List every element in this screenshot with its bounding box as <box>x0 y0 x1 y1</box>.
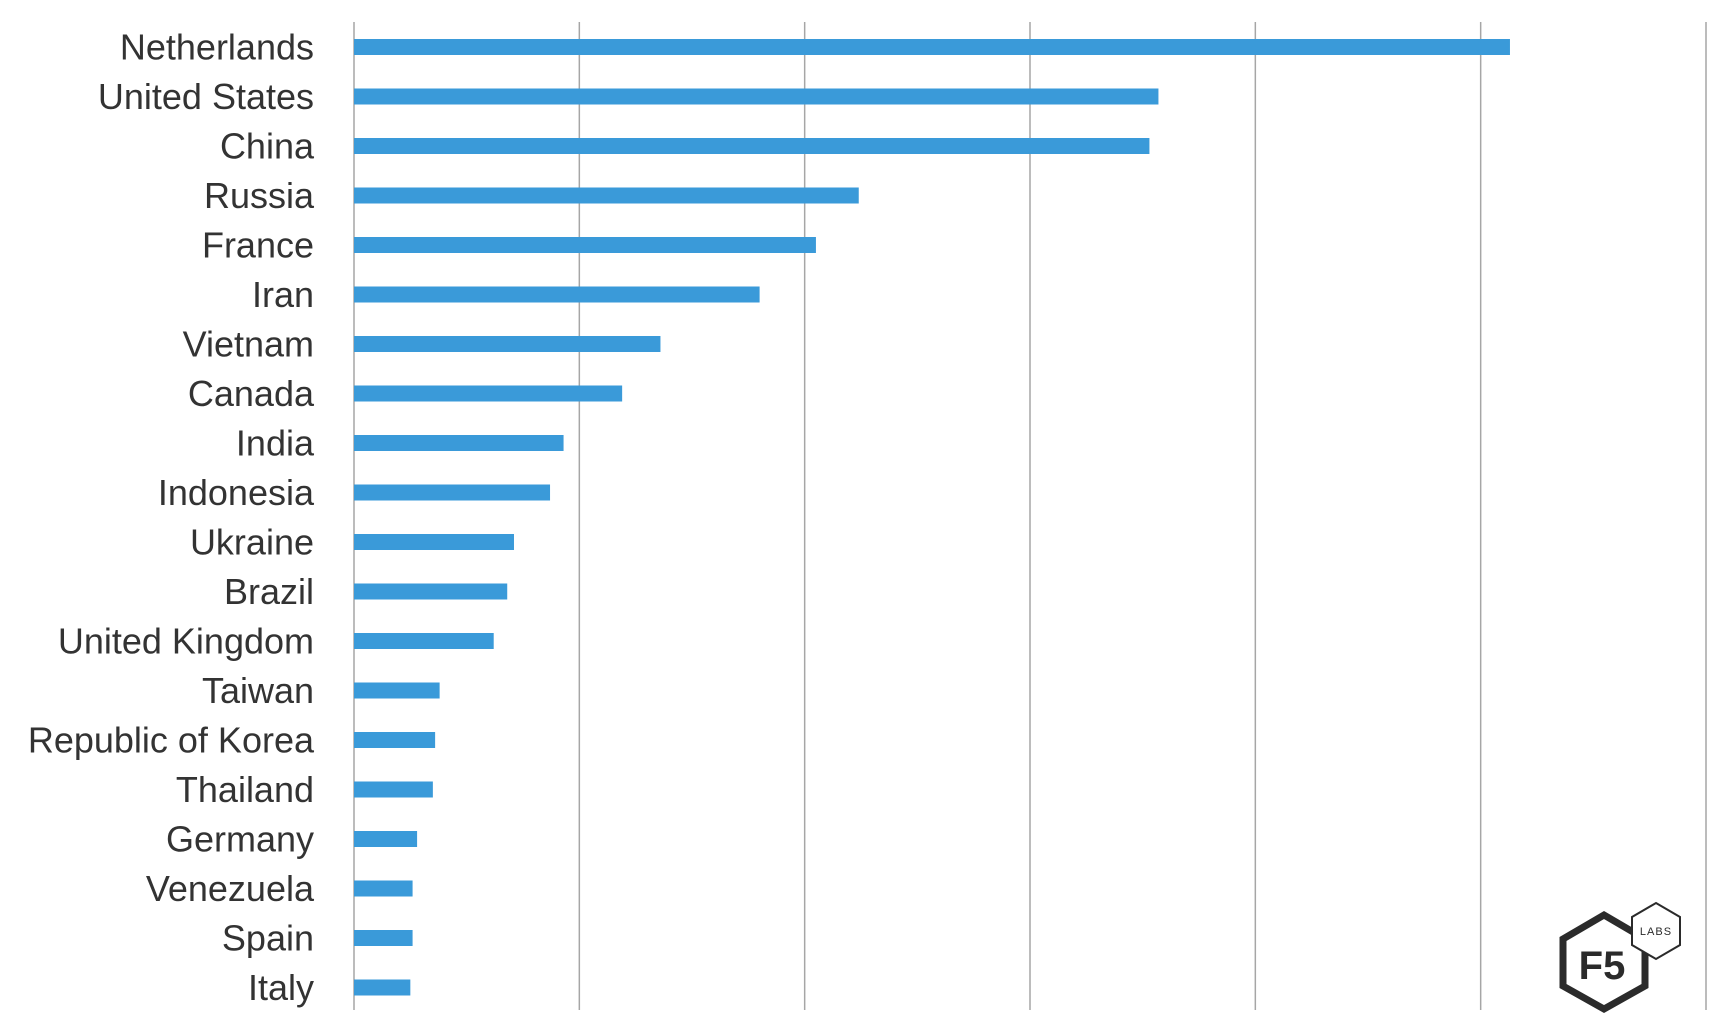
bar <box>354 88 1159 105</box>
category-label: Thailand <box>176 769 314 810</box>
bar <box>354 336 661 352</box>
category-label: India <box>236 423 315 464</box>
bar <box>354 682 440 699</box>
bar <box>354 39 1510 55</box>
category-label: Taiwan <box>202 670 314 711</box>
bar <box>354 385 623 402</box>
category-label: Ukraine <box>190 522 314 563</box>
category-label: Canada <box>188 373 315 414</box>
category-label: France <box>202 225 314 266</box>
category-label: Brazil <box>224 571 314 612</box>
logo-badge-text: LABS <box>1640 926 1672 938</box>
f5-labs-logo: F5 LABS <box>1559 901 1681 1014</box>
category-label: China <box>220 126 315 167</box>
bar <box>354 583 508 600</box>
bars <box>354 39 1510 996</box>
gridlines <box>353 22 1707 1010</box>
bar <box>354 880 413 897</box>
category-label: Iran <box>252 274 314 315</box>
bar <box>354 831 418 847</box>
category-label: Republic of Korea <box>28 720 315 761</box>
bar <box>354 138 1150 154</box>
bar <box>354 534 514 550</box>
category-label: Indonesia <box>158 472 315 513</box>
category-label: Vietnam <box>183 324 314 365</box>
category-label: Venezuela <box>146 868 315 909</box>
category-label: Netherlands <box>120 27 314 68</box>
bar <box>354 484 551 501</box>
category-label: Germany <box>166 819 314 860</box>
bar <box>354 237 816 253</box>
bar <box>354 286 760 303</box>
category-labels: Netherlands United States China Russia Franc… <box>28 27 315 1008</box>
bar <box>354 781 433 798</box>
bar <box>354 633 494 649</box>
category-label: United Kingdom <box>58 621 314 662</box>
category-label: United States <box>98 76 314 117</box>
category-label: Italy <box>248 967 314 1008</box>
category-label: Spain <box>222 918 314 959</box>
bar <box>354 979 411 996</box>
logo-brand-text: F5 <box>1579 944 1626 988</box>
category-label: Russia <box>204 175 315 216</box>
bar <box>354 435 564 451</box>
logo-badge-hexagon <box>1631 901 1681 961</box>
bar <box>354 732 436 748</box>
bar <box>354 930 413 946</box>
bar <box>354 187 859 204</box>
